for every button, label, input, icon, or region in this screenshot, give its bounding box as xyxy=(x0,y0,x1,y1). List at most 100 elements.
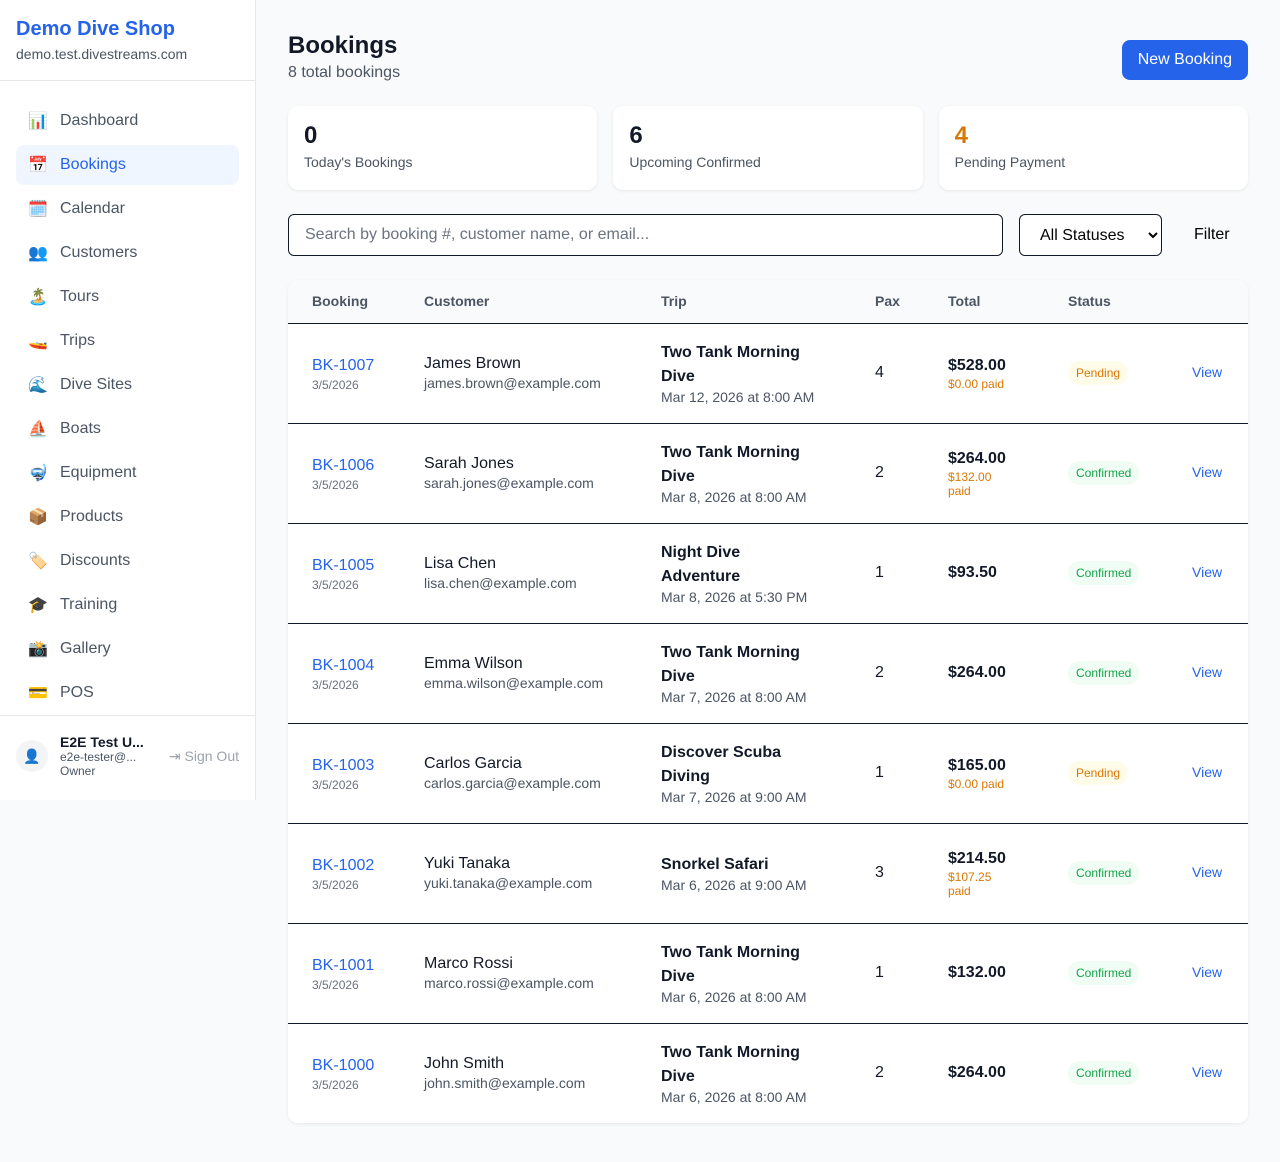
sign-out-label: Sign Out xyxy=(184,747,239,764)
booking-id-link[interactable]: BK-1007 xyxy=(312,357,375,374)
status-badge: Pending xyxy=(1068,361,1129,385)
sidebar-item-label: Discounts xyxy=(60,552,131,569)
customer-name: John Smith xyxy=(424,1055,505,1073)
total: $132.00 xyxy=(948,964,1006,981)
training-icon: 🎓 xyxy=(28,597,48,614)
sidebar-item-label: Bookings xyxy=(60,156,126,173)
stat-value: 4 xyxy=(954,122,969,149)
status-badge: Confirmed xyxy=(1068,561,1140,585)
sidebar-item-dive-sites[interactable]: 🌊 Dive Sites xyxy=(16,365,239,405)
booking-id-link[interactable]: BK-1002 xyxy=(312,857,375,874)
customer-name: James Brown xyxy=(424,355,521,372)
booking-date: 3/5/2026 xyxy=(312,478,359,492)
view-link[interactable]: View xyxy=(1192,364,1223,380)
booking-date: 3/5/2026 xyxy=(312,978,359,992)
search-input[interactable] xyxy=(288,214,1003,256)
status-badge: Confirmed xyxy=(1068,861,1140,885)
sidebar: Demo Dive Shop demo.test.divestreams.com… xyxy=(0,0,256,800)
view-link[interactable]: View xyxy=(1192,464,1223,480)
sidebar-item-discounts[interactable]: 🏷️ Discounts xyxy=(16,541,239,581)
view-link[interactable]: View xyxy=(1192,764,1223,780)
sidebar-nav: 📊 Dashboard 📅 Bookings 🗓️ Calendar 👥 Customers 🏝… xyxy=(0,81,255,713)
pax: 4 xyxy=(851,323,924,424)
booking-date: 3/5/2026 xyxy=(312,578,359,592)
sidebar-item-equipment[interactable]: 🤿 Equipment xyxy=(16,453,239,493)
stat-card: 4 Pending Payment xyxy=(938,106,1248,190)
user-role: Owner xyxy=(60,764,96,778)
sidebar-item-pos[interactable]: 💳 POS xyxy=(16,673,239,713)
sidebar-item-customers[interactable]: 👥 Customers xyxy=(16,233,239,273)
trip-name: Two Tank Morning Dive xyxy=(661,644,800,685)
view-link[interactable]: View xyxy=(1192,964,1223,980)
status-badge: Confirmed xyxy=(1068,961,1140,985)
stat-card: 0 Today's Bookings xyxy=(288,106,598,190)
sidebar-item-trips[interactable]: 🚤 Trips xyxy=(16,321,239,361)
filters-bar: All Statuses Filter xyxy=(288,214,1248,256)
trip-date: Mar 7, 2026 at 9:00 AM xyxy=(661,789,807,805)
bookings-table: Booking Customer Trip Pax Total Status BK-100… xyxy=(288,280,1248,1123)
paid-amount: $107.25 paid xyxy=(948,870,992,898)
view-link[interactable]: View xyxy=(1192,564,1223,580)
trips-icon: 🚤 xyxy=(28,333,48,350)
sidebar-item-label: Boats xyxy=(60,420,101,437)
customer-email: lisa.chen@example.com xyxy=(424,575,577,591)
customer-email: yuki.tanaka@example.com xyxy=(424,875,593,891)
sidebar-item-dashboard[interactable]: 📊 Dashboard xyxy=(16,101,239,141)
column-header: Trip xyxy=(637,280,851,324)
trip-name: Two Tank Morning Dive xyxy=(661,444,800,485)
sidebar-item-tours[interactable]: 🏝️ Tours xyxy=(16,277,239,317)
trip-date: Mar 6, 2026 at 8:00 AM xyxy=(661,1089,807,1106)
customer-name: Lisa Chen xyxy=(424,555,497,572)
trip-date: Mar 6, 2026 at 9:00 AM xyxy=(661,877,807,893)
new-booking-button[interactable]: New Booking xyxy=(1121,40,1248,80)
sidebar-item-boats[interactable]: ⛵ Boats xyxy=(16,409,239,449)
stat-label: Upcoming Confirmed xyxy=(629,154,761,170)
calendar-icon: 🗓️ xyxy=(28,201,48,218)
customer-name: Sarah Jones xyxy=(424,455,514,472)
sidebar-item-training[interactable]: 🎓 Training xyxy=(16,585,239,625)
pax: 2 xyxy=(851,423,924,524)
pos-icon: 💳 xyxy=(28,685,48,702)
customer-email: james.brown@example.com xyxy=(424,375,601,391)
booking-id-link[interactable]: BK-1001 xyxy=(312,957,375,974)
filter-button[interactable]: Filter xyxy=(1178,226,1246,244)
shop-name[interactable]: Demo Dive Shop xyxy=(16,18,175,40)
customer-email: carlos.garcia@example.com xyxy=(424,775,601,791)
booking-id-link[interactable]: BK-1004 xyxy=(312,657,375,674)
booking-id-link[interactable]: BK-1003 xyxy=(312,757,375,774)
equipment-icon: 🤿 xyxy=(28,465,48,482)
table-row: BK-1006 3/5/2026 Sarah Jones sarah.jones@e… xyxy=(288,423,1248,524)
stat-value: 6 xyxy=(629,122,643,149)
trip-date: Mar 6, 2026 at 8:00 AM xyxy=(661,989,807,1005)
dive-sites-icon: 🌊 xyxy=(28,377,48,394)
paid-amount: $132.00 paid xyxy=(948,470,992,498)
gallery-icon: 📸 xyxy=(28,641,48,658)
sidebar-item-products[interactable]: 📦 Products xyxy=(16,497,239,537)
sidebar-item-calendar[interactable]: 🗓️ Calendar xyxy=(16,189,239,229)
view-link[interactable]: View xyxy=(1192,664,1223,680)
booking-date: 3/5/2026 xyxy=(312,778,359,792)
sign-out-button[interactable]: ⇥ Sign Out xyxy=(169,748,239,765)
customers-icon: 👥 xyxy=(28,245,48,262)
trip-name: Two Tank Morning Dive xyxy=(661,344,800,385)
status-badge: Pending xyxy=(1068,761,1129,785)
column-header: Pax xyxy=(851,280,924,324)
view-link[interactable]: View xyxy=(1192,864,1223,880)
sidebar-item-bookings[interactable]: 📅 Bookings xyxy=(16,145,239,185)
booking-id-link[interactable]: BK-1005 xyxy=(312,557,375,574)
pax: 3 xyxy=(851,823,924,924)
sidebar-item-label: Calendar xyxy=(60,200,125,217)
customer-email: john.smith@example.com xyxy=(424,1075,586,1092)
trip-date: Mar 12, 2026 at 8:00 AM xyxy=(661,389,815,405)
user-name: E2E Test U... xyxy=(60,734,144,750)
sidebar-item-gallery[interactable]: 📸 Gallery xyxy=(16,629,239,669)
booking-id-link[interactable]: BK-1006 xyxy=(312,457,375,474)
column-header: Customer xyxy=(400,280,637,324)
page-title: Bookings xyxy=(288,32,398,59)
booking-id-link[interactable]: BK-1000 xyxy=(312,1057,375,1075)
stats-row: 0 Today's Bookings 6 Upcoming Confirmed 4 Pen… xyxy=(288,106,1248,190)
status-select[interactable]: All Statuses xyxy=(1019,214,1162,256)
main-content: Bookings 8 total bookings New Booking 0 T… xyxy=(288,32,1248,1123)
view-link[interactable]: View xyxy=(1192,1064,1223,1081)
sidebar-item-label: Customers xyxy=(60,244,138,261)
